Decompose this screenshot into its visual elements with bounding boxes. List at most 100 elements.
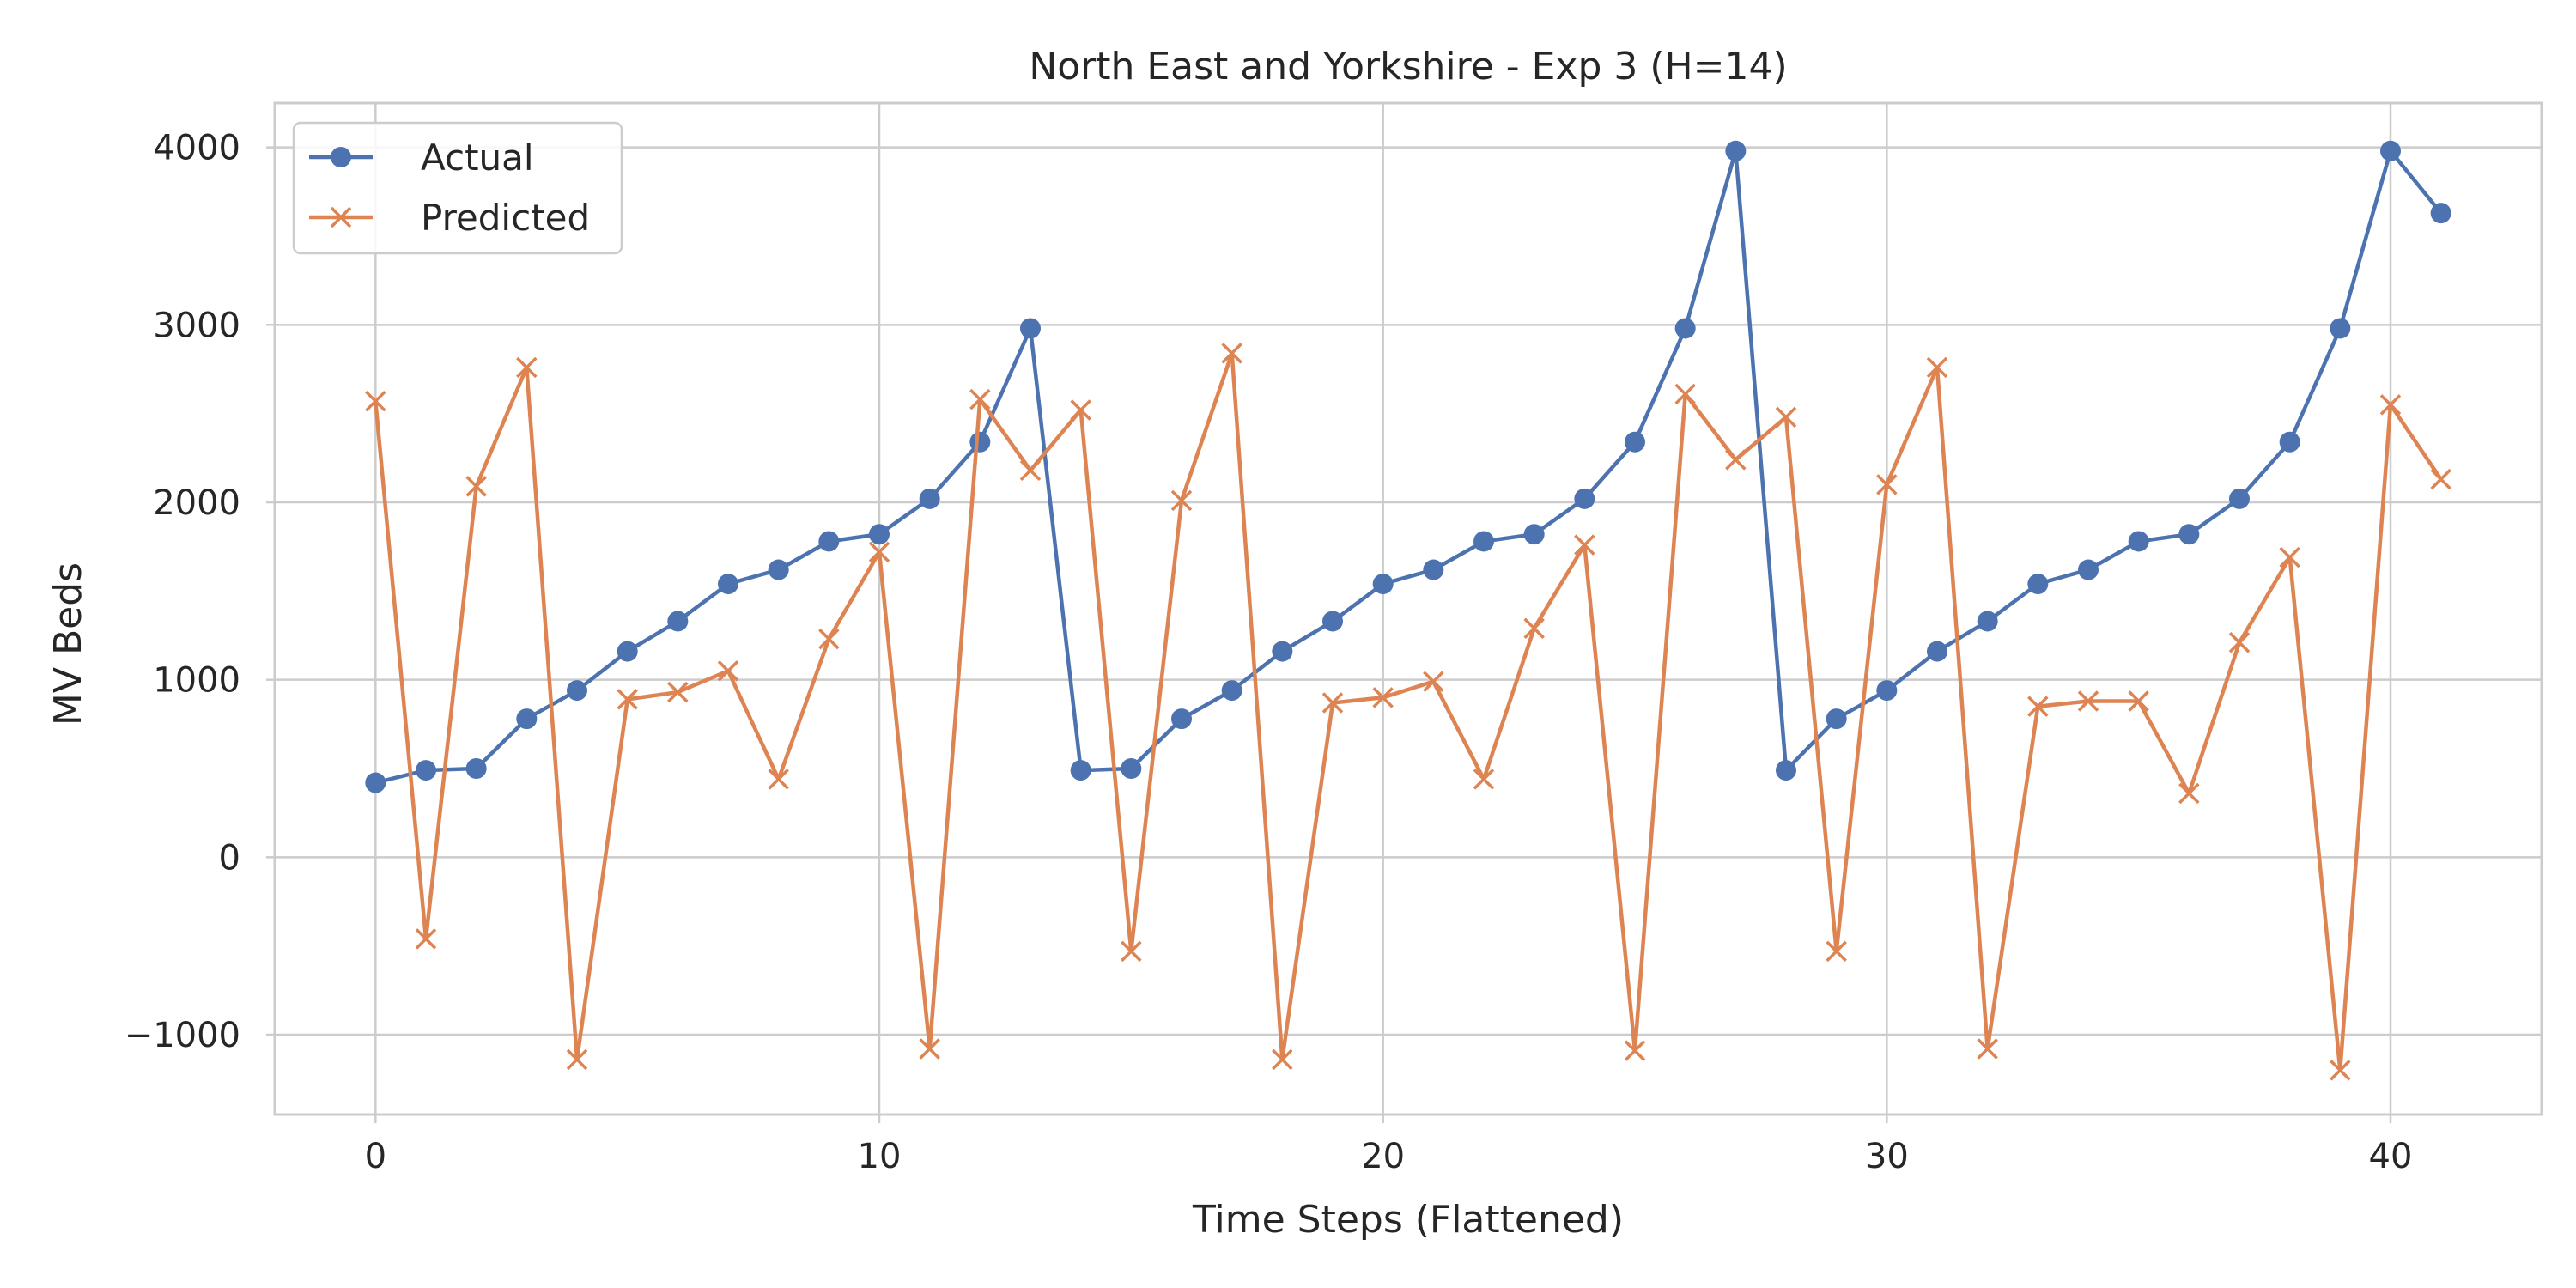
actual-point [1322,611,1343,632]
x-axis-label: Time Steps (Flattened) [1192,1198,1624,1242]
predicted-point [1372,687,1394,708]
predicted-point [1523,617,1545,639]
predicted-point [1725,449,1747,471]
predicted-point [566,1048,588,1071]
predicted-point [1321,692,1344,714]
predicted-point [2379,394,2402,416]
predicted-point [1775,406,1797,428]
predicted-point [717,660,739,682]
actual-point [365,772,386,793]
actual-point [1776,760,1796,781]
actual-point [2078,559,2099,580]
plot-frame [273,101,2543,1116]
x-tick-label: 30 [1865,1137,1909,1176]
actual-point [1473,531,1494,552]
y-tick-label: −1000 [125,1016,240,1055]
actual-point [2229,488,2250,509]
predicted-point [1674,383,1696,405]
predicted-point [868,541,890,563]
predicted-point [1826,940,1847,963]
predicted-point [1977,1038,1998,1060]
actual-point [1523,524,1545,545]
predicted-point [1876,474,1898,495]
actual-point [1927,641,1947,662]
actual-point [465,758,487,779]
actual-point [768,559,789,580]
legend-marker-predicted [330,206,352,228]
predicted-point [2178,782,2200,805]
predicted-point [1926,356,1948,379]
actual-point [1574,488,1595,509]
predicted-point [1070,399,1091,421]
y-tick-label: 1000 [153,661,240,701]
actual-point [1020,318,1041,339]
actual-point [718,574,738,595]
actual-point [1221,680,1242,702]
actual-point [1070,760,1091,781]
actual-point [516,708,538,730]
legend-label-actual: Actual [421,137,534,179]
actual-point [1876,680,1898,702]
chart-title: North East and Yorkshire - Exp 3 (H=14) [1029,45,1787,88]
actual-point [1272,641,1293,662]
actual-point [2178,524,2200,545]
legend-label-predicted: Predicted [421,197,590,239]
predicted-point [465,476,487,497]
actual-point [667,611,689,632]
y-tick-label: 3000 [153,306,240,345]
predicted-point [1473,769,1495,790]
actual-point [1625,431,1645,453]
predicted-point [1574,534,1595,556]
legend-marker-actual [331,147,351,167]
actual-point [2027,574,2049,595]
actual-point [1826,708,1847,730]
series-layer [365,140,2451,1081]
actual-point [567,680,587,702]
predicted-point [1624,1040,1646,1061]
actual-point [1171,708,1192,730]
predicted-point [1121,940,1142,963]
predicted-point [415,928,437,950]
y-tick-label: 0 [219,838,240,878]
predicted-point [2430,468,2451,490]
actual-point [969,431,991,453]
predicted-point [667,681,689,703]
x-tick-label: 0 [365,1137,386,1176]
predicted-point [365,390,386,412]
y-tick-label: 2000 [153,483,240,523]
predicted-point [2330,1060,2351,1081]
x-tick-label: 10 [858,1137,902,1176]
actual-point [2279,431,2300,453]
axis-ticks: 0 10 20 30 40 −1000 0 1000 2000 3000 4000 [125,129,2413,1176]
actual-point [1674,318,1696,339]
x-tick-label: 20 [1361,1137,1405,1176]
predicted-point [2279,546,2300,568]
actual-point [2128,531,2149,552]
x-tick-label: 40 [2369,1137,2413,1176]
predicted-point [1221,343,1242,364]
predicted-point [617,689,638,710]
predicted-point [2027,696,2049,717]
y-axis-label: MV Beds [46,562,90,726]
grid [275,103,2542,1115]
legend-box [292,121,623,255]
predicted-point [969,388,991,410]
actual-point [1423,559,1444,580]
actual-point [869,524,890,545]
predicted-point [516,356,538,379]
y-tick-label: 4000 [153,129,240,168]
actual-point [818,531,840,552]
predicted-point [1423,671,1444,692]
predicted-series-line [374,351,2443,1072]
predicted-point [2077,690,2099,712]
actual-point [919,488,940,509]
actual-point [1977,611,1998,632]
predicted-point [919,1038,940,1060]
legend: Actual Predicted [292,121,623,255]
predicted-point [818,628,840,650]
actual-point [2380,140,2401,161]
actual-point [416,760,436,781]
predicted-point [1019,459,1042,482]
actual-point [617,641,638,662]
